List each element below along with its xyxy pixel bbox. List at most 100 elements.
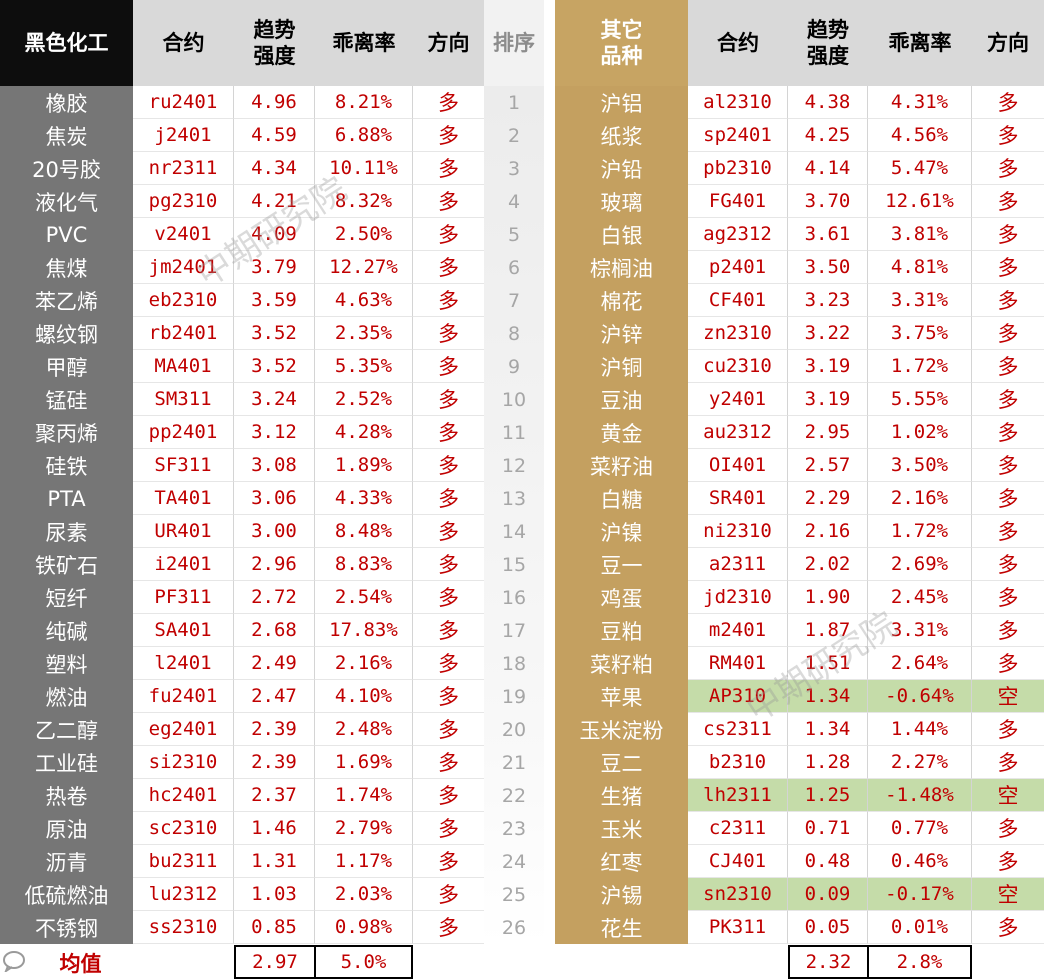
left-strength-cell: 4.96 [234, 86, 315, 119]
left-deviation-cell: 2.35% [315, 317, 413, 350]
right-direction-cell: 多 [972, 152, 1044, 185]
average-label: 均值 [59, 951, 102, 976]
left-contract-cell: TA401 [133, 482, 234, 515]
left-deviation-cell: 0.98% [315, 911, 413, 944]
header-right-category-line2: 品种 [600, 44, 643, 68]
header-strength-line1: 趋势 [253, 18, 296, 42]
right-direction-cell: 多 [972, 218, 1044, 251]
average-right-deviation: 2.8% [867, 945, 972, 979]
right-deviation-cell: 3.31% [868, 614, 972, 647]
right-deviation-cell: 5.55% [868, 383, 972, 416]
right-deviation-cell: 0.01% [868, 911, 972, 944]
left-deviation-cell: 8.21% [315, 86, 413, 119]
left-contract-cell: rb2401 [133, 317, 234, 350]
right-strength-cell: 2.29 [788, 482, 868, 515]
right-deviation-cell: -1.48% [868, 779, 972, 812]
left-strength-cell: 3.12 [234, 416, 315, 449]
right-direction-cell: 多 [972, 515, 1044, 548]
right-name-cell: 沪铝 [555, 86, 688, 119]
left-strength-cell: 4.34 [234, 152, 315, 185]
right-direction-cell: 多 [972, 449, 1044, 482]
left-deviation-cell: 1.69% [315, 746, 413, 779]
left-contract-cell: l2401 [133, 647, 234, 680]
right-contract-cell: cu2310 [688, 350, 788, 383]
left-name-cell: 乙二醇 [0, 713, 133, 746]
right-direction-cell: 空 [972, 878, 1044, 911]
right-name-cell: 棕榈油 [555, 251, 688, 284]
right-strength-cell: 2.02 [788, 548, 868, 581]
left-name-cell: 短纤 [0, 581, 133, 614]
right-strength-cell: 0.09 [788, 878, 868, 911]
header-strength-right-line1: 趋势 [807, 18, 849, 42]
left-contract-cell: nr2311 [133, 152, 234, 185]
left-deviation-cell: 4.63% [315, 284, 413, 317]
left-direction-cell: 多 [413, 152, 484, 185]
right-strength-cell: 2.95 [788, 416, 868, 449]
left-name-cell: 尿素 [0, 515, 133, 548]
right-deviation-cell: 0.77% [868, 812, 972, 845]
right-deviation-cell: 5.47% [868, 152, 972, 185]
right-direction-cell: 多 [972, 251, 1044, 284]
right-direction-cell: 多 [972, 416, 1044, 449]
right-direction-cell: 多 [972, 350, 1044, 383]
right-contract-cell: m2401 [688, 614, 788, 647]
right-name-cell: 玉米 [555, 812, 688, 845]
left-name-cell: 热卷 [0, 779, 133, 812]
left-deviation-cell: 4.28% [315, 416, 413, 449]
right-name-cell: 沪锌 [555, 317, 688, 350]
right-strength-cell: 1.87 [788, 614, 868, 647]
left-direction-cell: 多 [413, 383, 484, 416]
right-strength-cell: 3.70 [788, 185, 868, 218]
left-deviation-cell: 2.03% [315, 878, 413, 911]
rank-cell: 24 [501, 850, 527, 873]
right-contract-cell: ag2312 [688, 218, 788, 251]
right-strength-cell: 3.22 [788, 317, 868, 350]
left-deviation-cell: 5.35% [315, 350, 413, 383]
right-contract-cell: ni2310 [688, 515, 788, 548]
rank-cell: 19 [501, 685, 527, 708]
right-contract-cell: zn2310 [688, 317, 788, 350]
right-direction-cell: 多 [972, 548, 1044, 581]
rank-cell: 7 [507, 289, 521, 312]
left-name-cell: 甲醇 [0, 350, 133, 383]
rank-cell: 3 [507, 157, 521, 180]
right-direction-cell: 多 [972, 119, 1044, 152]
right-name-cell: 玉米淀粉 [555, 713, 688, 746]
left-name-cell: 硅铁 [0, 449, 133, 482]
left-name-cell: 焦煤 [0, 251, 133, 284]
right-contract-cell: CJ401 [688, 845, 788, 878]
right-contract-cell: CF401 [688, 284, 788, 317]
left-contract-cell: i2401 [133, 548, 234, 581]
right-deviation-cell: 3.75% [868, 317, 972, 350]
rank-column-background [484, 86, 544, 946]
left-strength-cell: 3.52 [234, 350, 315, 383]
left-name-cell: 沥青 [0, 845, 133, 878]
header-strength-right: 趋势 强度 [788, 0, 868, 86]
left-direction-cell: 多 [413, 251, 484, 284]
left-deviation-cell: 10.11% [315, 152, 413, 185]
left-contract-cell: si2310 [133, 746, 234, 779]
right-strength-cell: 0.48 [788, 845, 868, 878]
left-direction-cell: 多 [413, 746, 484, 779]
right-name-cell: 黄金 [555, 416, 688, 449]
right-name-cell: 红枣 [555, 845, 688, 878]
left-contract-cell: sc2310 [133, 812, 234, 845]
rank-cell: 18 [501, 652, 527, 675]
rank-cell: 6 [507, 256, 521, 279]
right-strength-cell: 4.38 [788, 86, 868, 119]
right-name-cell: 沪镍 [555, 515, 688, 548]
average-right-strength: 2.32 [788, 945, 869, 979]
left-strength-cell: 3.00 [234, 515, 315, 548]
right-name-cell: 沪铅 [555, 152, 688, 185]
right-strength-cell: 3.23 [788, 284, 868, 317]
left-name-cell: 不锈钢 [0, 911, 133, 944]
left-deviation-cell: 2.79% [315, 812, 413, 845]
right-contract-cell: lh2311 [688, 779, 788, 812]
left-deviation-cell: 2.48% [315, 713, 413, 746]
right-deviation-cell: -0.17% [868, 878, 972, 911]
right-contract-cell: FG401 [688, 185, 788, 218]
left-name-cell: 液化气 [0, 185, 133, 218]
left-contract-cell: MA401 [133, 350, 234, 383]
left-contract-cell: pp2401 [133, 416, 234, 449]
left-direction-cell: 多 [413, 515, 484, 548]
